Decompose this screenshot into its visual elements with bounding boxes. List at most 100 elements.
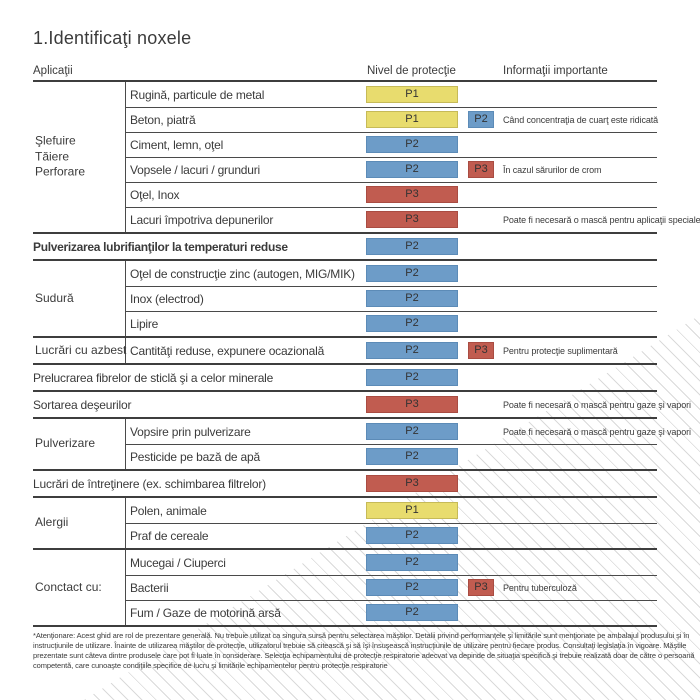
application-label: Oţel, Inox (130, 187, 180, 202)
protection-level-badge: P3 (366, 186, 458, 203)
table-row: Lipire P2 (33, 311, 657, 336)
protection-level-badge: P1 (366, 111, 458, 128)
application-label: Rugină, particule de metal (130, 87, 265, 102)
table-row: Polen, animale P1 (33, 498, 657, 523)
protection-level-badge: P3 (366, 396, 458, 413)
column-header-protection-level: Nivel de protecţie (367, 65, 456, 77)
table-row: Fum / Gaze de motorină arsă P2 (33, 600, 657, 625)
protection-level-badge: P2 (366, 342, 458, 359)
protection-level-badge: P2 (366, 579, 458, 596)
protection-level-badge: P2 (366, 136, 458, 153)
important-info-text: Pentru protecţie suplimentară (503, 345, 618, 356)
group-label: Sudură (35, 290, 74, 305)
group-rows: Lucrări de întreţinere (ex. schimbarea f… (33, 471, 657, 496)
application-group: Pulverizarea lubrifianţilor la temperatu… (33, 234, 657, 261)
application-label: Lacuri împotriva depunerilor (130, 212, 274, 227)
table-row: Lacuri împotriva depunerilor P3 Poate fi… (33, 207, 700, 232)
group-rows: Cantităţi reduse, expunere ocazională P2… (33, 338, 657, 363)
table-row: Mucegai / Ciuperci P2 (33, 550, 657, 575)
group-rows: Sortarea deşeurilor P3 Poate fi necesară… (33, 392, 691, 417)
table-row: Bacterii P2 P3 Pentru tuberculoză (33, 575, 657, 600)
group-rows: Vopsire prin pulverizare P2 Poate fi nec… (33, 419, 691, 469)
applications-table: Aplicaţii Nivel de protecţie Informaţii … (33, 62, 700, 627)
application-group: Lucrări cu azbest Cantităţi reduse, expu… (33, 338, 657, 365)
group-label: Alergii (35, 515, 69, 530)
protection-level-badge: P2 (366, 265, 458, 282)
protection-level-badge: P2 (366, 423, 458, 440)
application-group: Sortarea deşeurilor P3 Poate fi necesară… (33, 392, 691, 419)
application-group: Conctact cu: Mucegai / Ciuperci P2 Bacte… (33, 550, 657, 627)
group-rows: Prelucrarea fibrelor de sticlă şi a celo… (33, 365, 657, 390)
column-header-important-info: Informaţii importante (503, 65, 608, 77)
application-label: Vopsire prin pulverizare (130, 424, 251, 439)
application-label: Prelucrarea fibrelor de sticlă şi a celo… (33, 370, 274, 385)
group-rows: Rugină, particule de metal P1 Beton, pia… (33, 82, 700, 232)
application-label: Pesticide pe bază de apă (130, 449, 260, 464)
application-group: Lucrări de întreţinere (ex. schimbarea f… (33, 471, 657, 498)
protection-level-badge: P2 (366, 290, 458, 307)
protection-level-badge: P1 (366, 86, 458, 103)
column-header-applications: Aplicaţii (33, 65, 73, 77)
protection-level-badge: P2 (366, 161, 458, 178)
table-row: Cantităţi reduse, expunere ocazională P2… (33, 338, 657, 363)
disclaimer-footnote: *Atenţionare: Acest ghid are rol de prez… (33, 631, 695, 670)
table-row: Sortarea deşeurilor P3 Poate fi necesară… (33, 392, 691, 417)
page-title: 1.Identificaţi noxele (33, 28, 192, 48)
secondary-protection-badge: P2 (468, 111, 494, 128)
applications-table-body: Şlefuire Tăiere Perforare Rugină, partic… (33, 82, 700, 627)
protection-level-badge: P2 (366, 527, 458, 544)
application-label: Pulverizarea lubrifianţilor la temperatu… (33, 239, 288, 254)
table-row: Vopsele / lacuri / grunduri P2 P3 În caz… (33, 157, 657, 182)
group-rows: Mucegai / Ciuperci P2 Bacterii P2 P3 Pen… (33, 550, 657, 625)
group-label: Lucrări cu azbest (35, 342, 127, 357)
table-row: Oţel, Inox P3 (33, 182, 657, 207)
table-row: Vopsire prin pulverizare P2 Poate fi nec… (33, 419, 691, 444)
application-label: Fum / Gaze de motorină arsă (130, 605, 281, 620)
table-row: Lucrări de întreţinere (ex. schimbarea f… (33, 471, 657, 496)
application-label: Lucrări de întreţinere (ex. schimbarea f… (33, 476, 266, 491)
application-label: Cantităţi reduse, expunere ocazională (130, 343, 325, 358)
protection-level-badge: P2 (366, 315, 458, 332)
important-info-text: Poate fi necesară o mască pentru gaze şi… (503, 399, 691, 410)
protection-level-badge: P2 (366, 238, 458, 255)
group-label: Pulverizare (35, 436, 96, 451)
application-group: Alergii Polen, animale P1 Praf de cereal… (33, 498, 657, 550)
protection-level-badge: P3 (366, 211, 458, 228)
application-label: Ciment, lemn, oţel (130, 137, 224, 152)
protection-level-badge: P2 (366, 554, 458, 571)
secondary-protection-badge: P3 (468, 579, 494, 596)
important-info-text: Poate fi necesară o mască pentru aplicaţ… (503, 214, 700, 225)
table-row: Prelucrarea fibrelor de sticlă şi a celo… (33, 365, 657, 390)
table-header-row: Aplicaţii Nivel de protecţie Informaţii … (33, 62, 657, 82)
group-rows: Polen, animale P1 Praf de cereale P2 (33, 498, 657, 548)
protection-level-badge: P2 (366, 369, 458, 386)
application-label: Vopsele / lacuri / grunduri (130, 162, 261, 177)
application-group: Prelucrarea fibrelor de sticlă şi a celo… (33, 365, 657, 392)
application-label: Lipire (130, 316, 159, 331)
secondary-protection-badge: P3 (468, 161, 494, 178)
application-label: Bacterii (130, 580, 169, 595)
protection-level-badge: P1 (366, 502, 458, 519)
group-label: Conctact cu: (35, 579, 102, 594)
protection-level-badge: P2 (366, 448, 458, 465)
important-info-text: Pentru tuberculoză (503, 582, 577, 593)
protection-level-badge: P2 (366, 604, 458, 621)
table-row: Oţel de construcţie zinc (autogen, MIG/M… (33, 261, 657, 286)
table-row: Ciment, lemn, oţel P2 (33, 132, 657, 157)
application-label: Inox (electrod) (130, 291, 204, 306)
important-info-text: În cazul sărurilor de crom (503, 164, 602, 175)
application-label: Sortarea deşeurilor (33, 397, 132, 412)
application-label: Oţel de construcţie zinc (autogen, MIG/M… (130, 266, 355, 281)
application-label: Mucegai / Ciuperci (130, 555, 226, 570)
table-row: Beton, piatră P1 P2 Când concentraţia de… (33, 107, 659, 132)
table-row: Rugină, particule de metal P1 (33, 82, 657, 107)
important-info-text: Poate fi necesară o mască pentru gaze şi… (503, 426, 691, 437)
table-row: Pulverizarea lubrifianţilor la temperatu… (33, 234, 657, 259)
application-group: Pulverizare Vopsire prin pulverizare P2 … (33, 419, 691, 471)
table-row: Praf de cereale P2 (33, 523, 657, 548)
important-info-text: Când concentraţia de cuarţ este ridicată (503, 114, 659, 125)
table-row: Inox (electrod) P2 (33, 286, 657, 311)
application-label: Praf de cereale (130, 528, 209, 543)
application-label: Beton, piatră (130, 112, 196, 127)
